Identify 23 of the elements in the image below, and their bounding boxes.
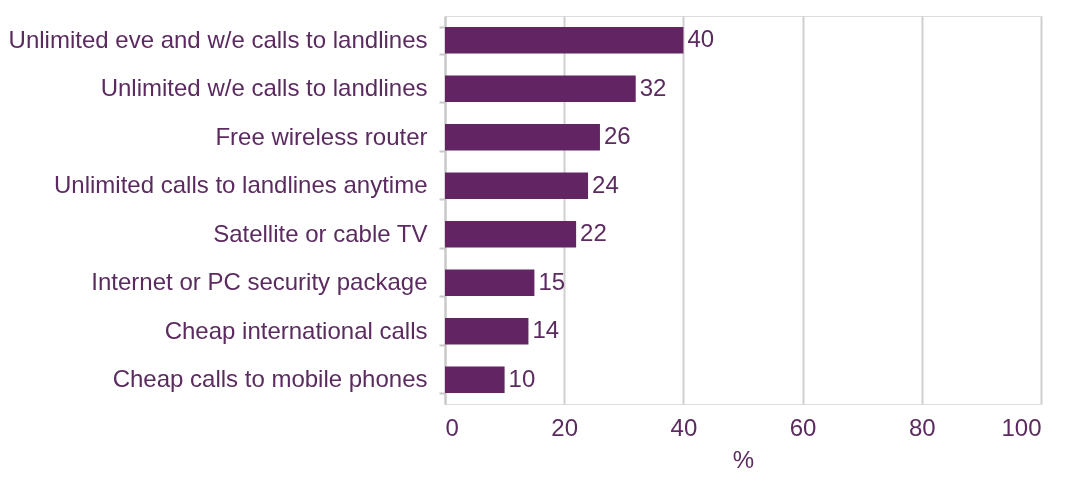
x-tick-label: 0 bbox=[445, 413, 459, 441]
x-tick-label: 60 bbox=[789, 413, 817, 441]
x-tick-label: 100 bbox=[1001, 413, 1042, 441]
data-label: 24 bbox=[592, 170, 619, 198]
y-tick-label: Cheap international calls bbox=[164, 316, 428, 344]
y-tick-label: Unlimited calls to landlines anytime bbox=[54, 171, 428, 199]
data-label: 22 bbox=[580, 219, 607, 247]
y-tick-label: Free wireless router bbox=[215, 122, 428, 150]
x-tick-label: 80 bbox=[908, 413, 936, 441]
data-label: 26 bbox=[603, 122, 631, 150]
y-tick-label: Cheap calls to mobile phones bbox=[112, 365, 428, 393]
data-label: 10 bbox=[508, 364, 536, 392]
data-label: 32 bbox=[639, 73, 667, 101]
x-tick-label: 40 bbox=[670, 413, 698, 441]
data-label: 15 bbox=[538, 267, 566, 295]
x-tick-label: 20 bbox=[551, 413, 579, 441]
y-tick-label: Internet or PC security package bbox=[91, 268, 428, 296]
y-tick-label: Unlimited w/e calls to landlines bbox=[100, 74, 428, 102]
y-tick-label: Satellite or cable TV bbox=[213, 219, 428, 247]
x-axis-title: % bbox=[732, 445, 755, 473]
data-label: 40 bbox=[687, 25, 715, 53]
y-tick-label: Unlimited eve and w/e calls to landlines bbox=[8, 25, 428, 53]
data-label: 14 bbox=[532, 316, 560, 344]
